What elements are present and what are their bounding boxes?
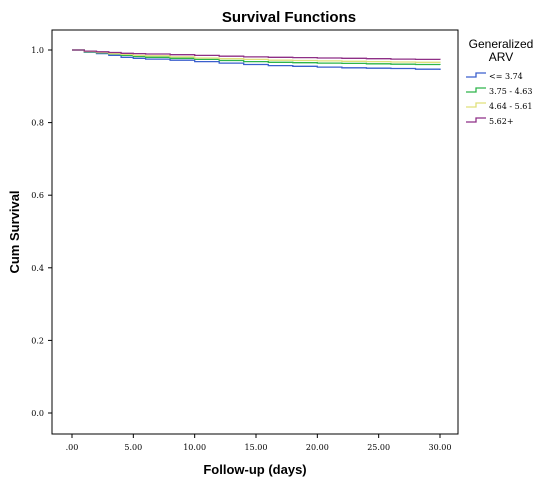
y-tick-label: 0.6 [31, 191, 44, 200]
legend-swatch [466, 102, 486, 108]
series-line-1 [72, 49, 441, 70]
legend-label: 5.62+ [489, 117, 514, 126]
x-tick-label: 5.00 [124, 443, 142, 452]
y-axis-label: Cum Survival [7, 190, 22, 273]
legend: Generalized ARV <= 3.74 3.75 - 4.63 4.64 -… [466, 37, 533, 126]
legend-title-line2: ARV [489, 50, 513, 64]
x-tick-label: 25.00 [367, 443, 390, 452]
y-tick-label: 0.8 [31, 119, 44, 128]
x-tick-label: 10.00 [183, 443, 206, 452]
legend-swatch [466, 72, 486, 78]
legend-label: 4.64 - 5.61 [489, 102, 532, 111]
y-tick-label: 0.2 [31, 336, 44, 345]
legend-swatch [466, 87, 486, 93]
legend-label: <= 3.74 [489, 72, 523, 81]
y-tick-label: 1.0 [31, 46, 44, 55]
y-axis: 0.0 0.2 0.4 0.6 0.8 1.0 [31, 46, 52, 418]
series-line-3 [72, 49, 441, 63]
legend-swatch [466, 117, 486, 123]
x-axis-label: Follow-up (days) [203, 462, 306, 477]
plot-frame [51, 29, 459, 435]
y-tick-label: 0.0 [31, 409, 44, 418]
x-tick-label: .00 [66, 443, 79, 452]
series-line-4 [72, 49, 441, 61]
legend-items: <= 3.74 3.75 - 4.63 4.64 - 5.61 5.62+ [466, 72, 532, 126]
x-tick-label: 15.00 [245, 443, 268, 452]
x-tick-label: 30.00 [429, 443, 452, 452]
x-tick-label: 20.00 [306, 443, 329, 452]
y-tick-label: 0.4 [31, 264, 44, 273]
x-axis: .00 5.00 10.00 15.00 20.00 25.00 30.00 [66, 434, 452, 452]
legend-label: 3.75 - 4.63 [489, 87, 532, 96]
chart-title: Survival Functions [222, 9, 356, 26]
legend-title-line1: Generalized [469, 37, 534, 51]
series-layer [72, 49, 441, 70]
